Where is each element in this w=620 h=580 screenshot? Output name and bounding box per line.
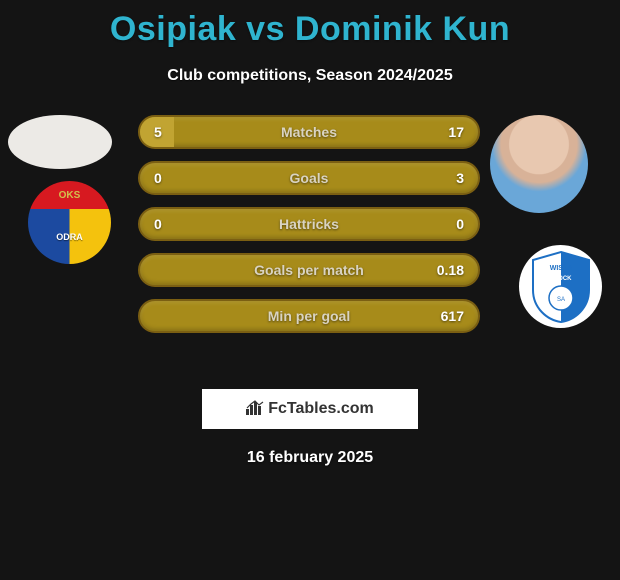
club-badge-right: WISŁA PŁOCK SA: [519, 245, 602, 328]
shield-icon: WISŁA PŁOCK SA: [529, 250, 593, 324]
stat-bar: 0 Hattricks 0: [138, 207, 480, 241]
stat-label: Goals: [290, 170, 329, 186]
badge-left-mid-text: ODRA: [28, 209, 111, 264]
stat-value-right: 0.18: [437, 262, 464, 278]
badge-left-top-text: OKS: [28, 181, 111, 209]
stat-value-left: 5: [154, 124, 162, 140]
subtitle: Club competitions, Season 2024/2025: [0, 67, 620, 85]
stat-bar: Goals per match 0.18: [138, 253, 480, 287]
stat-bar: 0 Goals 3: [138, 161, 480, 195]
stat-value-right: 3: [456, 170, 464, 186]
player-avatar-right: [490, 115, 588, 213]
club-badge-left: OKS ODRA: [28, 181, 111, 264]
stat-label: Matches: [281, 124, 337, 140]
stat-bar: 5 Matches 17: [138, 115, 480, 149]
stat-label: Min per goal: [268, 308, 350, 324]
player-avatar-left: [8, 115, 112, 169]
brand-box[interactable]: FcTables.com: [202, 389, 418, 429]
svg-text:WISŁA: WISŁA: [549, 265, 572, 272]
stat-value-left: 0: [154, 170, 162, 186]
chart-icon: [246, 399, 264, 420]
stat-value-right: 17: [448, 124, 464, 140]
brand-text: FcTables.com: [268, 400, 374, 418]
stat-label: Goals per match: [254, 262, 364, 278]
svg-text:PŁOCK: PŁOCK: [550, 276, 572, 282]
stat-value-right: 617: [441, 308, 464, 324]
stat-bars: 5 Matches 17 0 Goals 3 0 Hattricks 0 Goals per ma…: [138, 115, 480, 345]
stat-value-left: 0: [154, 216, 162, 232]
stat-bar: Min per goal 617: [138, 299, 480, 333]
page-title: Osipiak vs Dominik Kun: [0, 0, 620, 49]
date-text: 16 february 2025: [0, 449, 620, 467]
stat-label: Hattricks: [279, 216, 339, 232]
comparison-stage: OKS ODRA WISŁA PŁOCK SA 5 Matches 17 0 Goals…: [0, 115, 620, 375]
svg-text:SA: SA: [556, 297, 564, 303]
stat-value-right: 0: [456, 216, 464, 232]
